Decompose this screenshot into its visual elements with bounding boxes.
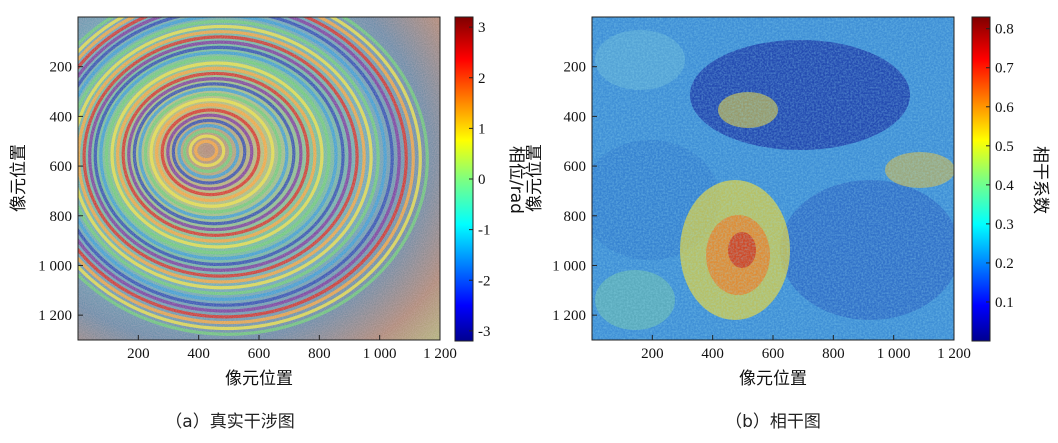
y-tick-label-a: 1 200 (38, 308, 72, 324)
colorbar-tick-label-b: 0.1 (995, 295, 1014, 311)
x-tick-label-b: 1 200 (937, 346, 971, 362)
caption-b: （b）相干图 (725, 412, 821, 432)
colorbar-tick-label-a: -1 (478, 223, 491, 239)
coherence-image (592, 17, 954, 340)
x-tick-label-b: 600 (762, 346, 785, 362)
colorbar-tick-label-b: 0.2 (995, 256, 1014, 272)
x-tick-label-a: 400 (187, 346, 210, 362)
y-tick-label-a: 400 (50, 109, 73, 125)
colorbar-tick-label-b: 0.7 (995, 61, 1014, 77)
y-axis-label-b: 像元位置 (525, 144, 545, 212)
y-tick-label-a: 600 (50, 159, 73, 175)
colorbar-b (971, 16, 991, 342)
y-tick-label-b: 1 000 (552, 258, 586, 274)
x-tick-label-b: 1 000 (877, 346, 911, 362)
x-tick-label-b: 200 (641, 346, 664, 362)
colorbar-tick-label-b: 0.5 (995, 139, 1014, 155)
panel-a: 200 400 600 800 1 000 1 200 200 400 600 800 1 000 1… (9, 16, 526, 432)
x-tick-label-a: 800 (308, 346, 331, 362)
y-tick-label-a: 200 (50, 60, 73, 76)
x-tick-label-b: 400 (701, 346, 724, 362)
colorbar-tick-label-a: -3 (478, 324, 491, 340)
x-tick-label-a: 200 (127, 346, 150, 362)
y-tick-label-b: 400 (564, 109, 587, 125)
colorbar-tick-label-a: 2 (478, 71, 486, 87)
x-tick-label-b: 800 (822, 346, 845, 362)
y-tick-label-a: 1 000 (38, 258, 72, 274)
colorbar-label-b: 相干系数 (1030, 146, 1050, 214)
caption-a: （a）真实干涉图 (165, 412, 294, 432)
colorbar-tick-label-b: 0.3 (995, 217, 1014, 233)
y-axis-label-a: 像元位置 (9, 144, 29, 212)
y-tick-label-b: 1 200 (552, 308, 586, 324)
x-tick-label-a: 1 000 (363, 346, 397, 362)
y-tick-label-b: 800 (564, 209, 587, 225)
colorbar-label-a: 相位/rad (506, 146, 526, 214)
x-axis-label-a: 像元位置 (225, 369, 293, 389)
colorbar-tick-label-a: 0 (478, 172, 486, 188)
colorbar-tick-label-a: 1 (478, 121, 486, 137)
x-tick-label-a: 1 200 (423, 346, 457, 362)
colorbar-tick-label-b: 0.6 (995, 100, 1014, 116)
x-axis-label-b: 像元位置 (739, 369, 807, 389)
y-tick-label-a: 800 (50, 209, 73, 225)
interferogram-image (78, 17, 440, 340)
x-tick-label-a: 600 (248, 346, 271, 362)
colorbar-tick-label-a: 3 (478, 20, 486, 36)
colorbar-tick-label-a: -2 (478, 273, 491, 289)
colorbar-tick-label-b: 0.8 (995, 22, 1014, 38)
y-tick-label-b: 600 (564, 159, 587, 175)
y-tick-label-b: 200 (564, 60, 587, 76)
colorbar-tick-label-b: 0.4 (995, 178, 1014, 194)
panel-b: 200 400 600 800 1 000 1 200 200 400 600 800 1 000 1… (525, 16, 1050, 432)
